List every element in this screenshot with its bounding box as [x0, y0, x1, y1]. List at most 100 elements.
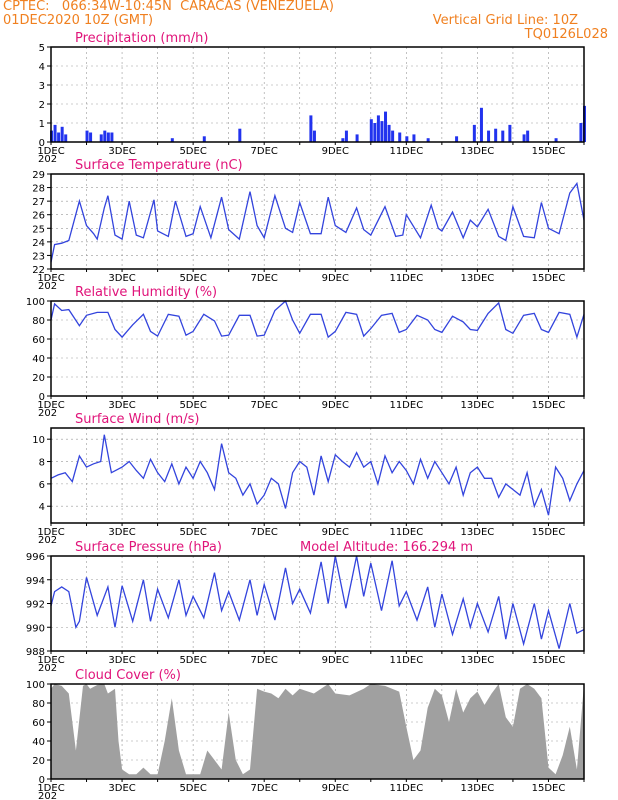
cloud-panel — [47, 683, 585, 782]
rh-y-tick-label: 40 — [32, 354, 45, 365]
temp-x-tick-label: 5DEC — [179, 273, 206, 284]
precip-x-tick-label: 3DEC — [108, 146, 135, 157]
precip-bar — [501, 130, 505, 142]
precip-bar — [494, 128, 498, 142]
wind-x-tick-label: 9DEC — [322, 527, 349, 538]
wind-x-tick-label: 15DEC — [532, 527, 566, 538]
precip-bar — [309, 115, 313, 142]
wind-y-tick-label: 10 — [32, 435, 45, 446]
x-year-label: 202 — [38, 408, 57, 419]
precip-bar — [110, 132, 114, 142]
precip-bar — [526, 130, 530, 142]
precip-x-tick-label: 1DEC — [37, 146, 64, 157]
precip-bar — [369, 119, 373, 142]
rh-panel — [47, 299, 585, 399]
temp-x-tick-label: 13DEC — [461, 273, 495, 284]
rh-x-tick-label: 11DEC — [389, 400, 423, 411]
rh-x-tick-label: 3DEC — [108, 400, 135, 411]
temp-x-tick-label: 15DEC — [532, 273, 566, 284]
rh-x-tick-label: 1DEC — [37, 400, 64, 411]
precip-bar — [341, 138, 345, 142]
pressure-title: Surface Pressure (hPa) — [75, 540, 222, 555]
wind-x-tick-label: 3DEC — [108, 527, 135, 538]
rh-y-tick-label: 100 — [26, 297, 45, 308]
precip-bar — [60, 126, 64, 142]
rh-title: Relative Humidity (%) — [75, 285, 217, 300]
cloud-y-tick-label: 80 — [32, 699, 45, 710]
pressure-y-tick-label: 994 — [26, 576, 45, 587]
rh-y-tick-label: 80 — [32, 316, 45, 327]
pressure-x-tick-label: 13DEC — [461, 655, 495, 666]
x-year-label: 202 — [38, 154, 57, 165]
temp-panel — [47, 173, 585, 272]
wind-x-tick-label: 5DEC — [179, 527, 206, 538]
precip-bar — [554, 138, 558, 142]
pressure-y-tick-label: 992 — [26, 600, 45, 611]
rh-series-line — [50, 299, 585, 340]
cloud-x-tick-label: 13DEC — [461, 783, 495, 794]
wind-x-tick-label: 1DEC — [37, 527, 64, 538]
temp-y-tick-label: 25 — [32, 224, 45, 235]
x-year-label: 202 — [38, 535, 57, 546]
precip-bar — [522, 134, 526, 142]
precip-bar — [426, 138, 430, 142]
x-year-label: 202 — [38, 281, 57, 292]
precip-x-tick-label: 13DEC — [461, 146, 495, 157]
precip-bar — [380, 121, 384, 142]
precip-title: Precipitation (mm/h) — [75, 31, 208, 46]
precip-y-tick-label: 0 — [39, 138, 45, 149]
precip-bar — [89, 132, 93, 142]
precip-frame — [50, 46, 585, 143]
wind-series-line — [50, 434, 585, 516]
wind-y-tick-label: 6 — [39, 480, 45, 491]
precip-bar — [53, 124, 57, 142]
pressure-x-tick-label: 9DEC — [322, 655, 349, 666]
pressure-series-line — [50, 555, 585, 649]
rh-x-tick-label: 13DEC — [461, 400, 495, 411]
precip-bar — [85, 130, 89, 142]
precip-bar — [106, 132, 110, 142]
precip-y-tick-label: 1 — [39, 119, 45, 130]
pressure-subtitle: Model Altitude: 166.294 m — [300, 540, 473, 555]
temp-title: Surface Temperature (nC) — [75, 158, 243, 173]
wind-panel — [47, 427, 585, 526]
precip-panel — [47, 46, 586, 145]
precip-y-tick-label: 2 — [39, 100, 45, 111]
precip-x-tick-label: 15DEC — [532, 146, 566, 157]
cloud-y-tick-label: 60 — [32, 718, 45, 729]
pressure-x-tick-label: 15DEC — [532, 655, 566, 666]
pressure-y-tick-label: 990 — [26, 623, 45, 634]
temp-x-tick-label: 9DEC — [322, 273, 349, 284]
header-line1: CPTEC: 066:34W-10:45N CARACAS (VENEZUELA… — [3, 0, 334, 14]
precip-bar — [387, 124, 391, 142]
precip-bar — [103, 130, 107, 142]
wind-x-tick-label: 13DEC — [461, 527, 495, 538]
temp-y-tick-label: 27 — [32, 197, 45, 208]
rh-x-tick-label: 7DEC — [251, 400, 278, 411]
pressure-y-tick-label: 996 — [26, 552, 45, 563]
cloud-y-tick-label: 100 — [26, 680, 45, 691]
pressure-x-tick-label: 1DEC — [37, 655, 64, 666]
precip-bar — [344, 130, 348, 142]
precip-bar — [455, 136, 459, 142]
precip-bar — [479, 107, 483, 142]
rh-y-tick-label: 20 — [32, 373, 45, 384]
precip-bar — [579, 123, 583, 142]
cloud-x-tick-label: 3DEC — [108, 783, 135, 794]
precip-x-tick-label: 7DEC — [251, 146, 278, 157]
header-code: TQ0126L028 — [524, 27, 608, 42]
temp-y-tick-label: 26 — [32, 211, 45, 222]
cloud-x-tick-label: 15DEC — [532, 783, 566, 794]
precip-bar — [202, 136, 206, 142]
wind-x-tick-label: 7DEC — [251, 527, 278, 538]
cloud-x-tick-label: 1DEC — [37, 783, 64, 794]
precip-bar — [238, 128, 242, 142]
precip-bar — [412, 134, 416, 142]
precip-y-tick-label: 3 — [39, 81, 45, 92]
cloud-x-tick-label: 11DEC — [389, 783, 423, 794]
pressure-panel — [47, 555, 585, 654]
temp-series-line — [50, 181, 585, 263]
precip-bar — [355, 134, 359, 142]
cloud-x-tick-label: 9DEC — [322, 783, 349, 794]
temp-y-tick-label: 28 — [32, 184, 45, 195]
